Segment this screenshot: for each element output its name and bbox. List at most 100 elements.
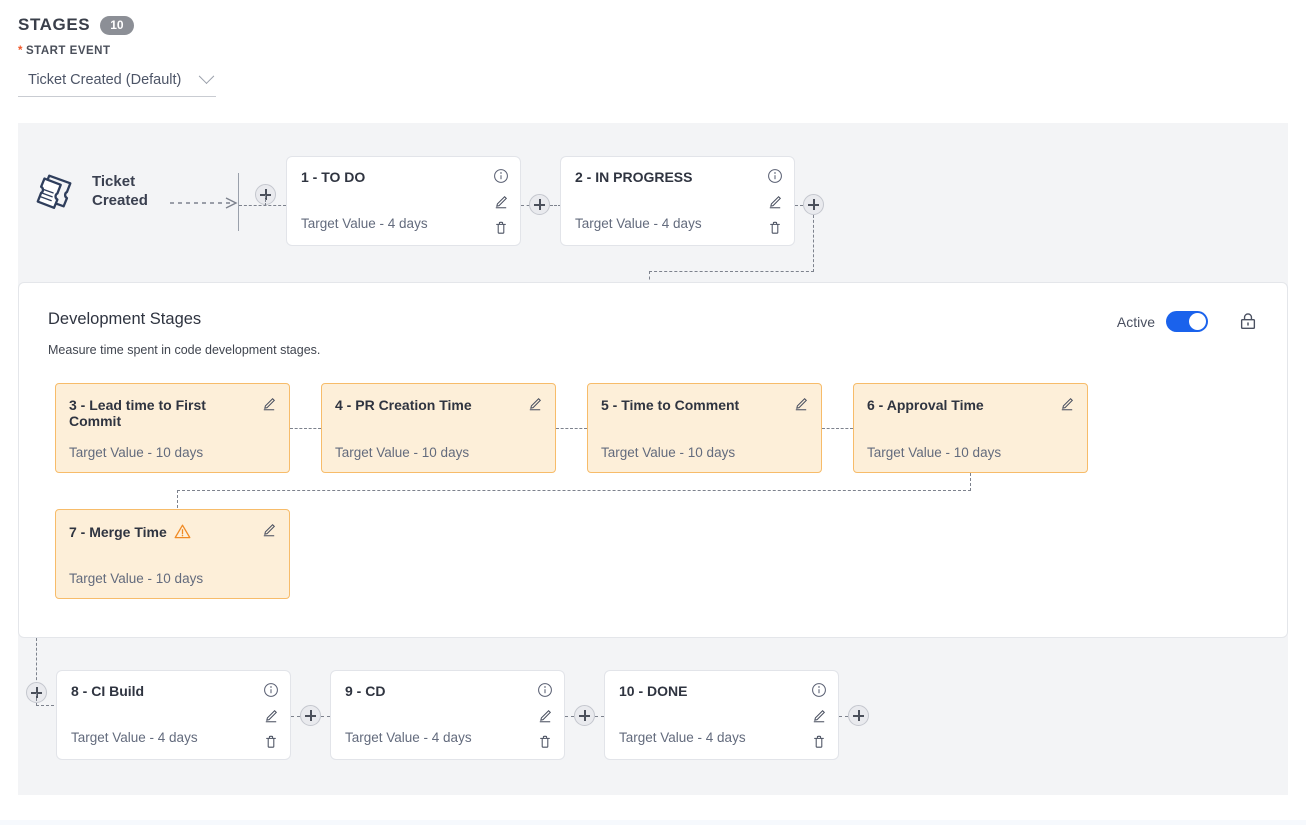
edit-pencil-icon[interactable]	[263, 708, 279, 724]
info-icon[interactable]	[811, 682, 827, 698]
stage-card-3-target: Target Value - 10 days	[69, 445, 204, 460]
connector-plus-to-9	[321, 716, 330, 717]
group-description: Measure time spent in code development s…	[48, 343, 321, 357]
stage-card-7-title-row: 7 - Merge Time	[69, 523, 244, 540]
connector-8-to-plus	[291, 716, 300, 717]
stage-card-5-target: Target Value - 10 days	[601, 445, 736, 460]
development-stages-group: Development Stages Measure time spent in…	[18, 282, 1288, 638]
chevron-down-icon	[198, 67, 215, 84]
stage-card-4-title: 4 - PR Creation Time	[335, 397, 472, 413]
edit-pencil-icon[interactable]	[793, 396, 809, 412]
start-event-node: Ticket Created	[32, 168, 164, 214]
trash-icon[interactable]	[493, 220, 509, 236]
stage-card-2-title: 2 - IN PROGRESS	[575, 169, 693, 185]
connector-plus-to-10	[595, 716, 604, 717]
edit-pencil-icon[interactable]	[537, 708, 553, 724]
trash-icon[interactable]	[767, 220, 783, 236]
connector-4-to-5	[556, 428, 587, 429]
edit-pencil-icon[interactable]	[767, 194, 783, 210]
start-event-select[interactable]: Ticket Created (Default)	[18, 66, 216, 97]
bottom-strip	[0, 820, 1306, 825]
stage-card-2-actions	[767, 168, 783, 236]
stage-card-2-target: Target Value - 4 days	[575, 216, 702, 231]
connector-panel-exit-v	[36, 638, 37, 685]
stage-card-1[interactable]: 1 - TO DO Target Value - 4 days	[286, 156, 521, 246]
trash-icon[interactable]	[263, 734, 279, 750]
connector-plus1-stub	[265, 195, 266, 206]
start-connector-arrow	[170, 197, 238, 209]
stage-card-5[interactable]: 5 - Time to Comment Target Value - 10 da…	[587, 383, 822, 473]
connector-plus8-stub	[36, 693, 37, 706]
stage-card-1-target: Target Value - 4 days	[301, 216, 428, 231]
stage-card-6-title: 6 - Approval Time	[867, 397, 984, 413]
connector-2-down	[813, 215, 814, 272]
start-event-node-label: Ticket Created	[92, 172, 164, 210]
stage-card-8[interactable]: 8 - CI Build Target Value - 4 days	[56, 670, 291, 760]
stage-card-10-actions	[811, 682, 827, 750]
edit-pencil-icon[interactable]	[1059, 396, 1075, 412]
active-label: Active	[1116, 313, 1155, 330]
page-title: STAGES	[18, 15, 91, 34]
add-stage-button-between-1-2[interactable]	[529, 194, 550, 215]
start-label-line2: Created	[92, 192, 148, 209]
connector-wrap-h	[177, 490, 971, 491]
group-title: Development Stages	[48, 310, 202, 328]
edit-pencil-icon[interactable]	[811, 708, 827, 724]
start-label-line1: Ticket	[92, 173, 136, 190]
stage-card-10-title: 10 - DONE	[619, 683, 688, 699]
stage-card-9[interactable]: 9 - CD Target Value - 4 days	[330, 670, 565, 760]
edit-pencil-icon[interactable]	[493, 194, 509, 210]
info-icon[interactable]	[767, 168, 783, 184]
ticket-icon	[36, 174, 72, 209]
active-toggle[interactable]	[1166, 311, 1208, 332]
stage-count-badge: 10	[100, 15, 134, 35]
info-icon[interactable]	[263, 682, 279, 698]
info-icon[interactable]	[493, 168, 509, 184]
stage-card-4[interactable]: 4 - PR Creation Time Target Value - 10 d…	[321, 383, 556, 473]
connector-10-to-plus	[839, 716, 848, 717]
stage-card-3-title: 3 - Lead time to First Commit	[69, 397, 206, 429]
toggle-knob	[1189, 313, 1206, 330]
stage-card-8-target: Target Value - 4 days	[71, 730, 198, 745]
stage-card-10-target: Target Value - 4 days	[619, 730, 746, 745]
edit-pencil-icon[interactable]	[261, 522, 277, 538]
connector-9-to-plus	[565, 716, 574, 717]
lock-icon[interactable]	[1238, 311, 1258, 331]
trash-icon[interactable]	[811, 734, 827, 750]
add-stage-button-after-2[interactable]	[803, 194, 824, 215]
stage-card-6[interactable]: 6 - Approval Time Target Value - 10 days	[853, 383, 1088, 473]
connector-5-to-6	[822, 428, 853, 429]
stage-card-9-actions	[537, 682, 553, 750]
start-anchor-line	[238, 173, 239, 231]
warning-triangle-icon	[174, 524, 191, 539]
stage-card-5-title: 5 - Time to Comment	[601, 397, 740, 413]
stages-header: STAGES 10	[18, 15, 134, 35]
add-stage-button-after-10[interactable]	[848, 705, 869, 726]
stage-card-7[interactable]: 7 - Merge Time Target Value - 10 days	[55, 509, 290, 599]
stage-card-8-actions	[263, 682, 279, 750]
required-asterisk: *	[18, 45, 23, 57]
stage-card-7-title: 7 - Merge Time	[69, 523, 167, 540]
connector-plus-to-2	[550, 205, 561, 206]
stage-card-3[interactable]: 3 - Lead time to First Commit Target Val…	[55, 383, 290, 473]
edit-pencil-icon[interactable]	[527, 396, 543, 412]
connector-plus-to-8	[36, 705, 59, 706]
connector-to-7-down	[177, 490, 178, 508]
stage-card-1-title: 1 - TO DO	[301, 169, 366, 185]
stage-card-9-target: Target Value - 4 days	[345, 730, 472, 745]
connector-3-to-4	[290, 428, 321, 429]
connector-start-to-stage1	[239, 205, 286, 206]
stage-card-10[interactable]: 10 - DONE Target Value - 4 days	[604, 670, 839, 760]
edit-pencil-icon[interactable]	[261, 396, 277, 412]
stage-card-9-title: 9 - CD	[345, 683, 386, 699]
add-stage-button-between-8-9[interactable]	[300, 705, 321, 726]
info-icon[interactable]	[537, 682, 553, 698]
stage-card-8-title: 8 - CI Build	[71, 683, 145, 699]
trash-icon[interactable]	[537, 734, 553, 750]
connector-panel-entry	[649, 271, 650, 285]
stage-card-7-target: Target Value - 10 days	[69, 571, 204, 586]
stage-card-2[interactable]: 2 - IN PROGRESS Target Value - 4 days	[560, 156, 795, 246]
stage-card-6-target: Target Value - 10 days	[867, 445, 1002, 460]
add-stage-button-between-9-10[interactable]	[574, 705, 595, 726]
